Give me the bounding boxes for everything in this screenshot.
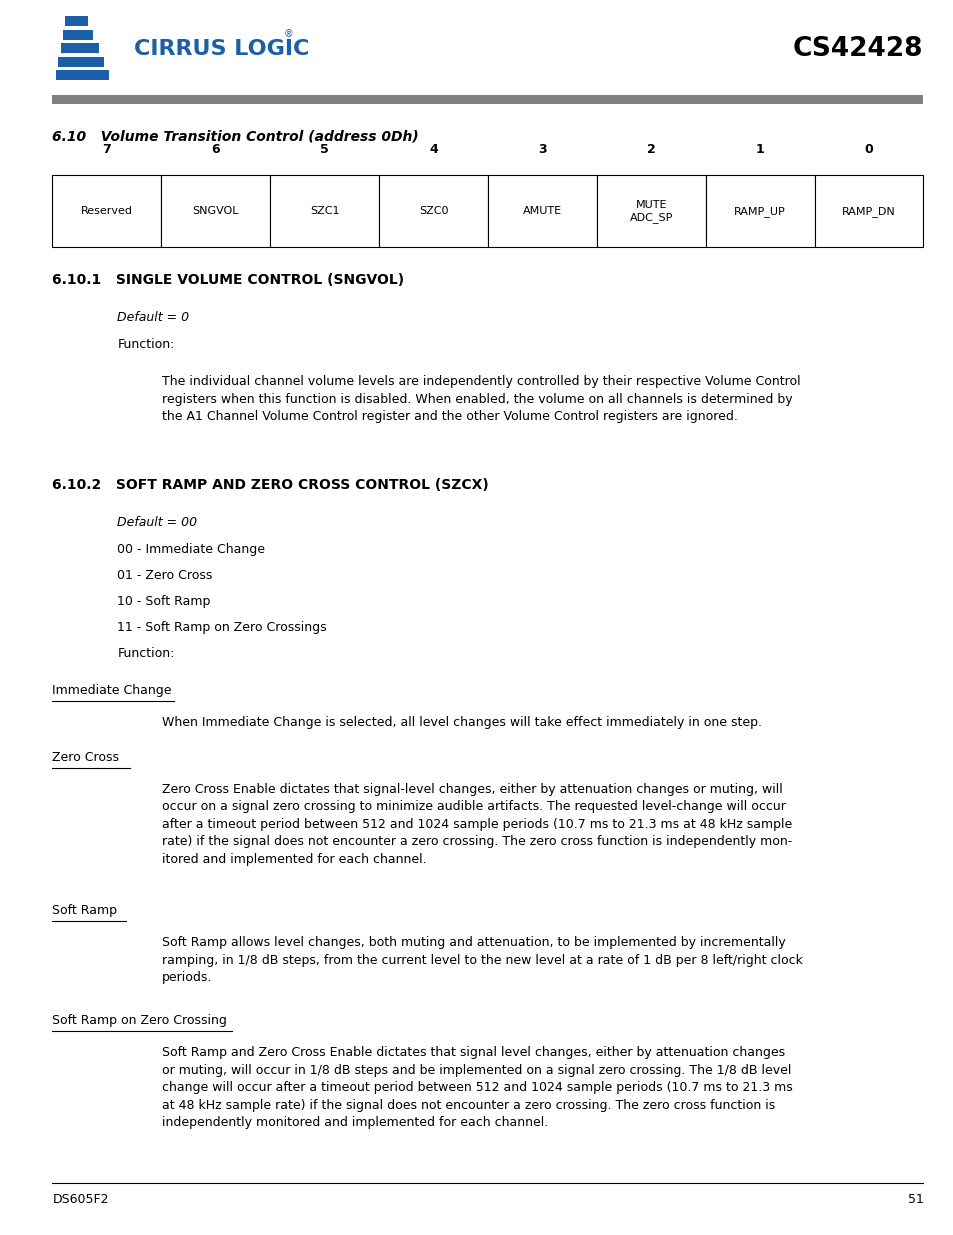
Bar (61, 43, 99, 53)
Text: 51: 51 (906, 1193, 923, 1207)
Bar (52, 175, 161, 247)
Text: 6: 6 (212, 142, 220, 156)
Text: 5: 5 (320, 142, 329, 156)
Text: Immediate Change: Immediate Change (52, 684, 172, 698)
Bar (63, 30, 93, 40)
Bar (487, 175, 597, 247)
Bar (56, 70, 109, 80)
Text: Soft Ramp on Zero Crossing: Soft Ramp on Zero Crossing (52, 1014, 227, 1028)
Text: CIRRUS LOGIC: CIRRUS LOGIC (133, 40, 309, 59)
Bar (378, 175, 487, 247)
Bar (65, 16, 88, 26)
Text: 7: 7 (102, 142, 112, 156)
Text: SZC1: SZC1 (310, 206, 339, 216)
Text: Function:: Function: (117, 338, 174, 352)
Text: AMUTE: AMUTE (522, 206, 561, 216)
Bar (58, 57, 104, 67)
Text: 01 - Zero Cross: 01 - Zero Cross (117, 569, 213, 583)
Text: When Immediate Change is selected, all level changes will take effect immediatel: When Immediate Change is selected, all l… (162, 716, 761, 730)
Text: 3: 3 (537, 142, 546, 156)
Text: DS605F2: DS605F2 (52, 1193, 109, 1207)
Text: Default = 0: Default = 0 (117, 311, 190, 325)
Text: Reserved: Reserved (81, 206, 132, 216)
Text: Soft Ramp: Soft Ramp (52, 904, 117, 918)
Text: SNGVOL: SNGVOL (193, 206, 239, 216)
Text: 10 - Soft Ramp: 10 - Soft Ramp (117, 595, 211, 609)
Text: 6.10   Volume Transition Control (address 0Dh): 6.10 Volume Transition Control (address … (52, 130, 418, 143)
Text: 1: 1 (755, 142, 763, 156)
Bar (597, 175, 705, 247)
Bar (705, 175, 814, 247)
Text: Zero Cross: Zero Cross (52, 751, 119, 764)
Text: 11 - Soft Ramp on Zero Crossings: 11 - Soft Ramp on Zero Crossings (117, 621, 327, 635)
Text: RAMP_UP: RAMP_UP (734, 206, 785, 216)
Bar (270, 175, 378, 247)
Text: 2: 2 (646, 142, 655, 156)
Text: CS42428: CS42428 (792, 36, 923, 63)
Bar (161, 175, 270, 247)
Text: 0: 0 (863, 142, 873, 156)
Text: Zero Cross Enable dictates that signal-level changes, either by attenuation chan: Zero Cross Enable dictates that signal-l… (162, 783, 792, 866)
Text: MUTE
ADC_SP: MUTE ADC_SP (629, 200, 672, 222)
Text: Default = 00: Default = 00 (117, 516, 197, 530)
Bar (52, 95, 923, 104)
Text: Soft Ramp and Zero Cross Enable dictates that signal level changes, either by at: Soft Ramp and Zero Cross Enable dictates… (162, 1046, 792, 1129)
Text: Soft Ramp allows level changes, both muting and attenuation, to be implemented b: Soft Ramp allows level changes, both mut… (162, 936, 802, 984)
Text: 6.10.2   SOFT RAMP AND ZERO CROSS CONTROL (SZCX): 6.10.2 SOFT RAMP AND ZERO CROSS CONTROL … (52, 478, 489, 492)
Text: RAMP_DN: RAMP_DN (841, 206, 895, 216)
Text: SZC0: SZC0 (418, 206, 448, 216)
Text: 4: 4 (429, 142, 437, 156)
Bar (814, 175, 923, 247)
Text: Function:: Function: (117, 647, 174, 661)
Text: The individual channel volume levels are independently controlled by their respe: The individual channel volume levels are… (162, 375, 800, 424)
Text: ®: ® (283, 30, 293, 40)
Text: 6.10.1   SINGLE VOLUME CONTROL (SNGVOL): 6.10.1 SINGLE VOLUME CONTROL (SNGVOL) (52, 273, 404, 287)
Text: 00 - Immediate Change: 00 - Immediate Change (117, 543, 265, 557)
